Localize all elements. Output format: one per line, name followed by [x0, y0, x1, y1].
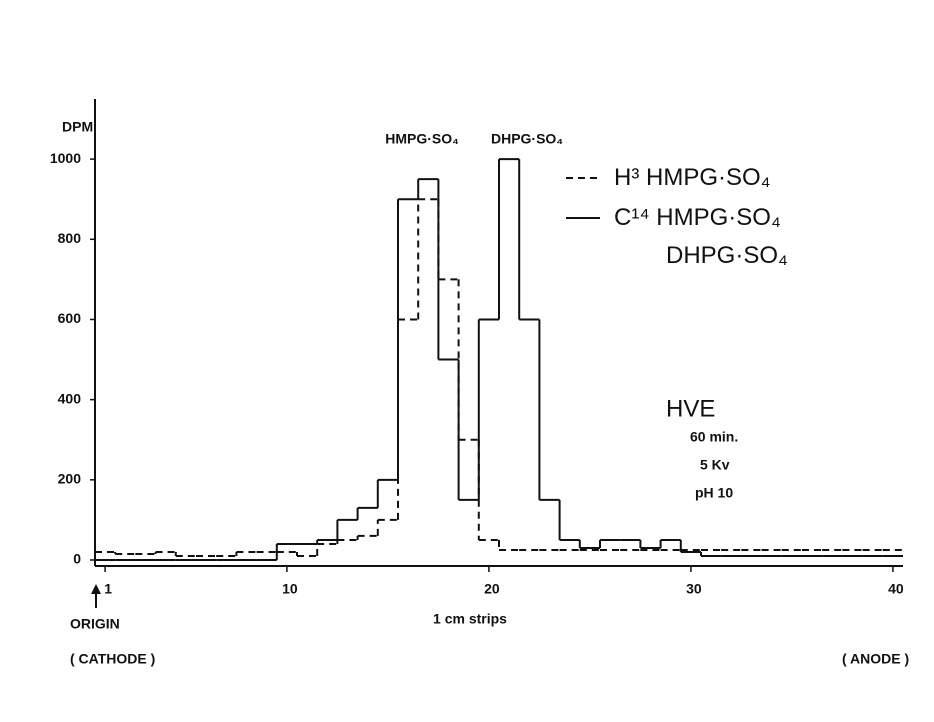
origin-arrow-head — [91, 584, 101, 594]
x-axis-label: 1 cm strips — [433, 611, 507, 627]
y-tick-label: 600 — [58, 310, 82, 326]
x-tick-label: 20 — [484, 581, 500, 597]
annotation: DHPG·SO₄ — [491, 131, 563, 147]
annotation: ORIGIN — [70, 616, 120, 632]
annotation: pH 10 — [695, 485, 733, 501]
x-tick-label: 40 — [888, 581, 904, 597]
annotation: ( ANODE ) — [842, 651, 909, 667]
legend-label: H³ HMPG·SO₄ — [614, 164, 771, 191]
y-tick-label: 200 — [58, 471, 82, 487]
annotation: HVE — [666, 395, 715, 422]
legend-label: C¹⁴ HMPG·SO₄ DHPG·SO₄ — [614, 204, 788, 269]
y-tick-label: 1000 — [50, 150, 81, 166]
x-tick-label: 1 — [104, 581, 112, 597]
y-tick-label: 400 — [58, 390, 82, 406]
y-tick-label: 0 — [73, 551, 81, 567]
annotation: 60 min. — [690, 429, 738, 445]
annotation: 5 Kv — [700, 457, 730, 473]
y-axis-label: DPM — [62, 119, 93, 135]
x-tick-label: 30 — [686, 581, 702, 597]
annotation: ( CATHODE ) — [70, 651, 155, 667]
y-tick-label: 800 — [58, 230, 82, 246]
annotation: HMPG·SO₄ — [385, 131, 459, 147]
x-tick-label: 10 — [282, 581, 298, 597]
